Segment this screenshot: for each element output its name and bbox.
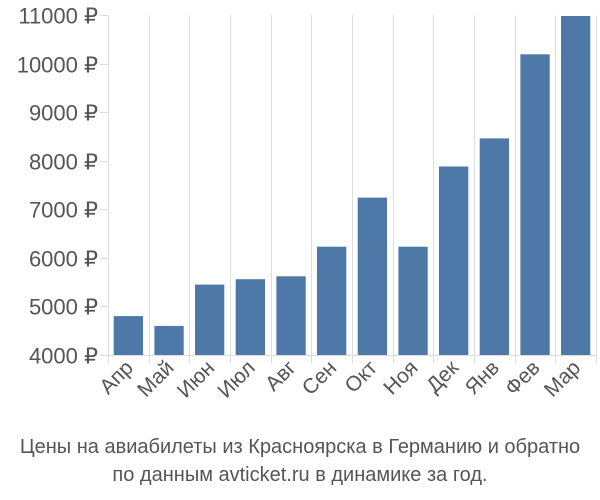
y-tick-label: 7000 ₽ [29, 198, 98, 223]
x-category-label: Ноя [379, 356, 422, 399]
bar [154, 325, 184, 355]
y-tick-label: 4000 ₽ [29, 344, 98, 369]
y-tick-label: 8000 ₽ [29, 150, 98, 175]
x-category-label: Янв [461, 356, 504, 399]
bar [398, 246, 428, 355]
chart-caption-line-2: по данным avticket.ru в динамике за год. [112, 464, 488, 486]
x-category-label: Дек [422, 356, 464, 398]
bar [479, 138, 509, 355]
x-category-label: Фев [501, 356, 545, 400]
x-category-label: Апр [95, 356, 137, 398]
x-category-label: Сен [298, 356, 341, 399]
bar [520, 54, 550, 356]
y-tick-label: 6000 ₽ [29, 247, 98, 272]
bar [317, 246, 347, 355]
bar [113, 316, 143, 355]
x-category-label: Мар [540, 356, 585, 401]
bar [235, 279, 265, 355]
bar [195, 284, 225, 355]
bars [113, 16, 591, 356]
y-axis-tick-labels: 4000 ₽ 5000 ₽ 6000 ₽ 7000 ₽ 8000 ₽ 9000 ₽ 1000… [17, 4, 98, 369]
x-category-label: Июл [213, 356, 259, 402]
bar [357, 197, 387, 355]
bar [276, 276, 306, 355]
x-category-label: Май [133, 356, 178, 401]
y-tick-label: 5000 ₽ [29, 295, 98, 320]
y-tick-label: 11000 ₽ [18, 4, 98, 29]
x-category-label: Окт [341, 356, 383, 398]
y-tick-label: 9000 ₽ [29, 101, 98, 126]
x-category-label: Авг [261, 356, 301, 396]
price-bar-chart: 4000 ₽ 5000 ₽ 6000 ₽ 7000 ₽ 8000 ₽ 9000 ₽ 1000… [17, 4, 597, 403]
bar [561, 16, 591, 355]
chart-caption-line-1: Цены на авиабилеты из Красноярска в Герм… [19, 436, 581, 458]
x-category-label: Июн [173, 356, 219, 402]
bar [439, 166, 469, 355]
grid-lines [100, 15, 597, 363]
y-tick-label: 10000 ₽ [17, 53, 98, 78]
